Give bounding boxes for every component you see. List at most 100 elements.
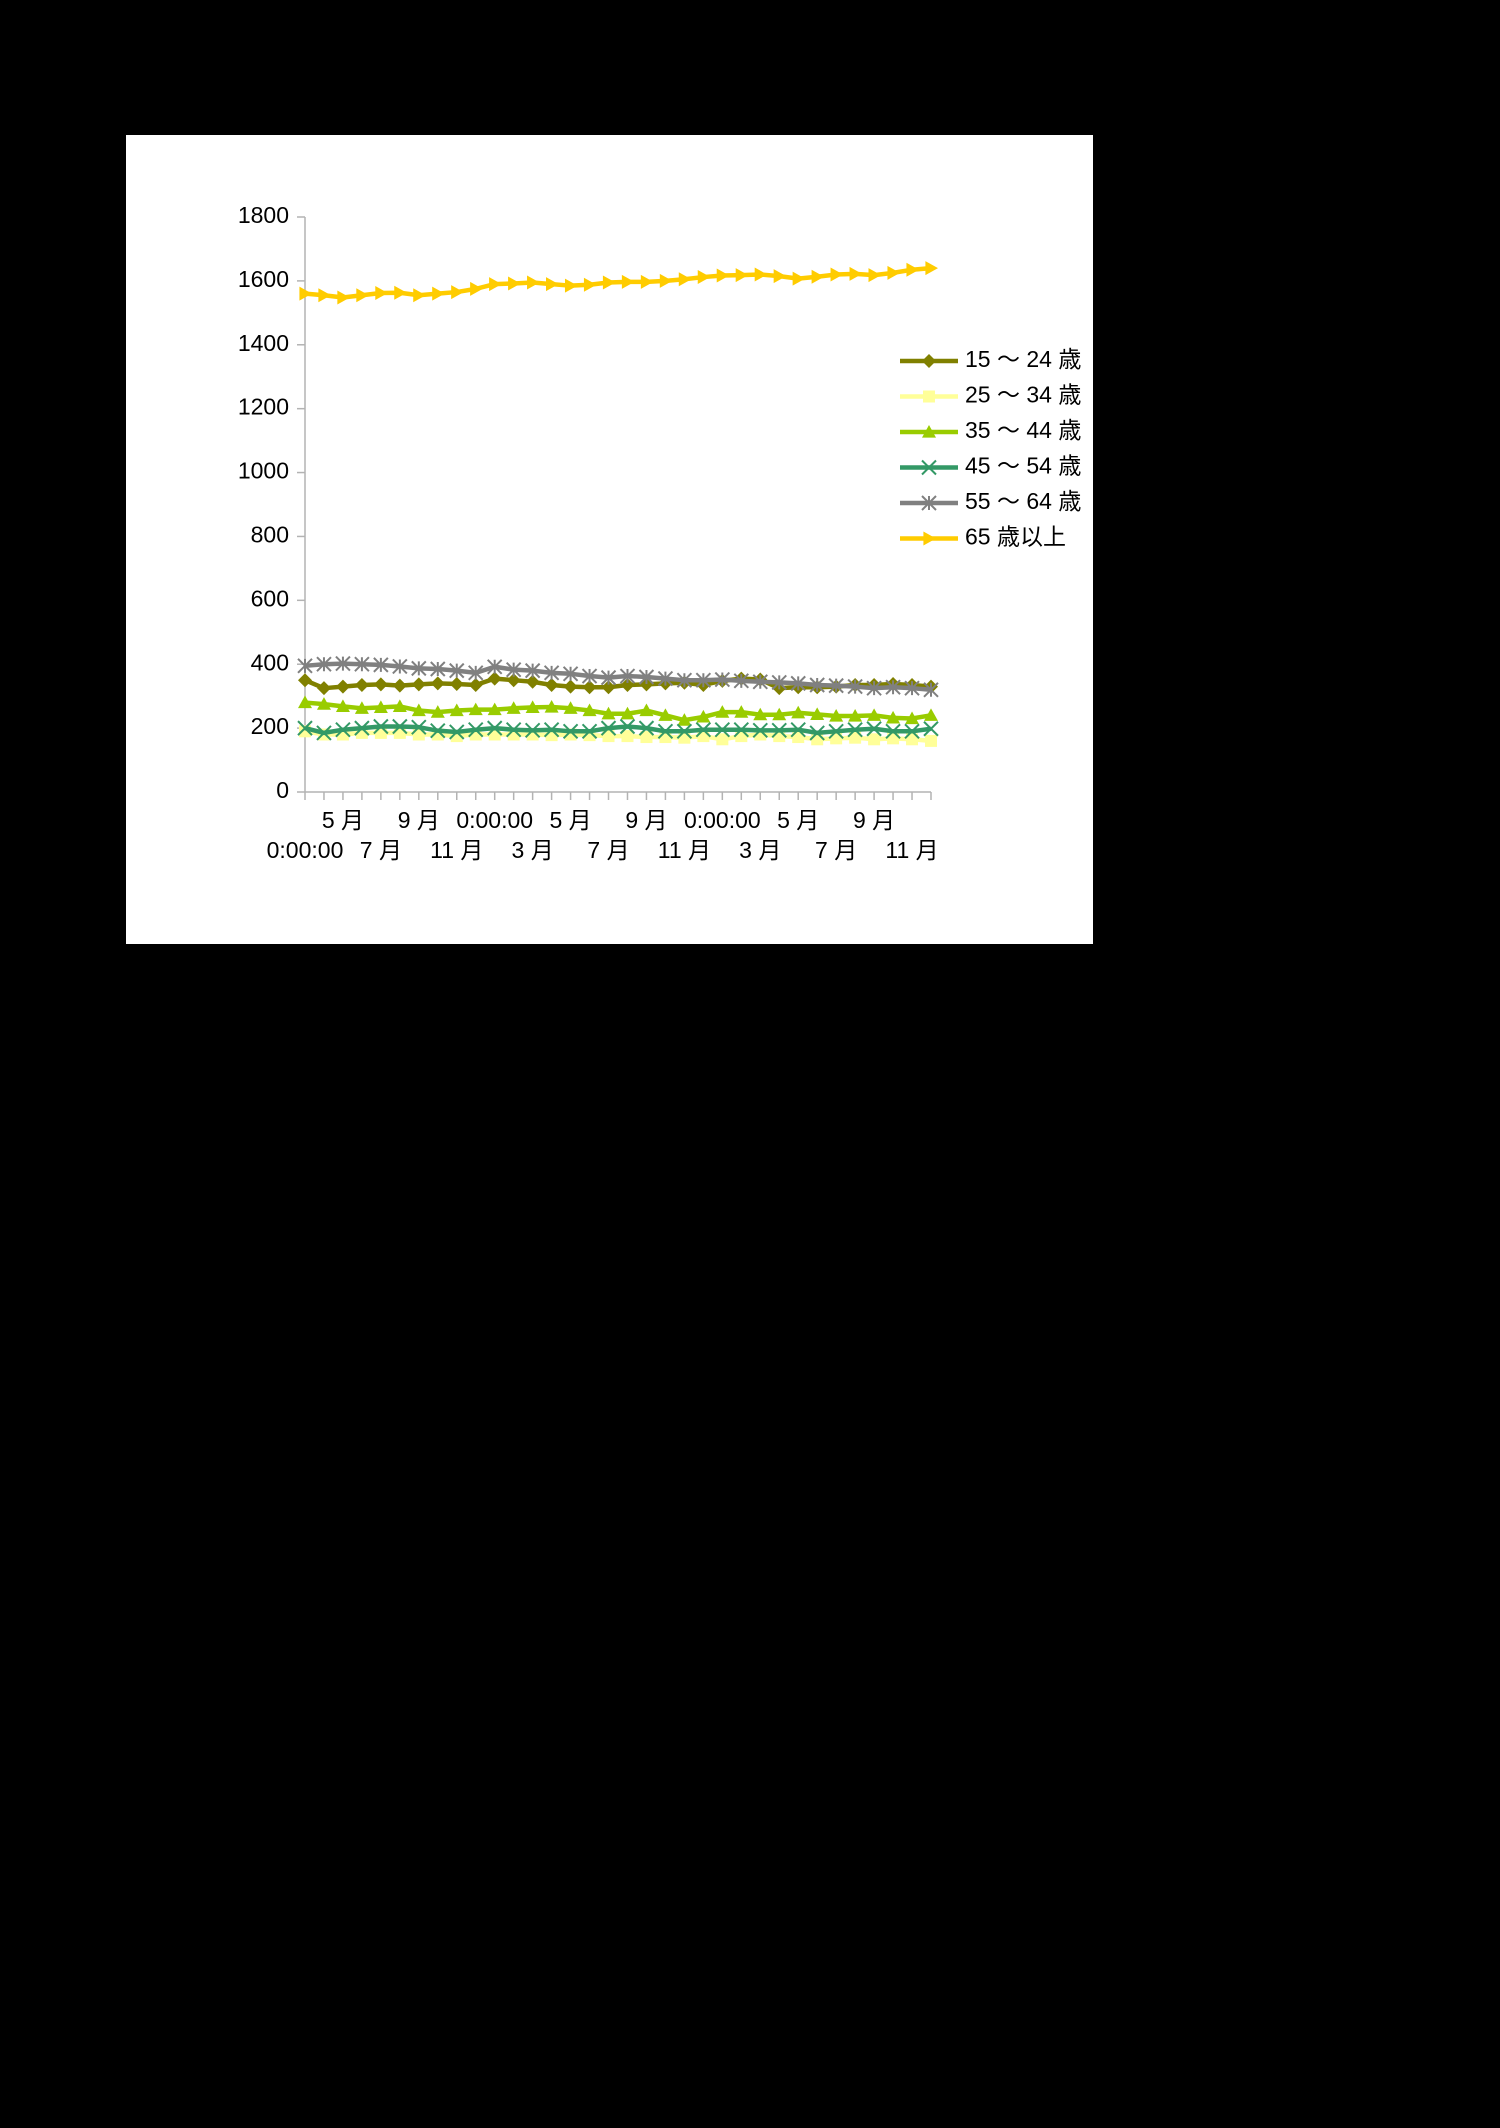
legend-label: 35 〜 44 歳 — [965, 417, 1081, 443]
x-tick-label: 7 月 — [587, 837, 629, 863]
marker — [602, 275, 616, 290]
legend-label: 25 〜 34 歳 — [965, 382, 1081, 408]
marker — [733, 722, 750, 738]
marker — [866, 680, 882, 696]
x-tick-label: 7 月 — [815, 837, 857, 863]
marker — [600, 669, 617, 686]
marker — [638, 720, 655, 736]
marker — [486, 720, 503, 736]
marker — [867, 708, 882, 721]
marker — [887, 265, 901, 280]
marker — [506, 701, 521, 714]
marker — [904, 680, 920, 696]
marker — [925, 734, 937, 747]
marker — [695, 672, 712, 688]
marker — [849, 731, 862, 744]
marker — [525, 700, 540, 713]
marker — [582, 703, 597, 717]
marker — [546, 277, 559, 292]
marker — [735, 268, 749, 283]
marker — [449, 662, 465, 679]
x-tick-label: 3 月 — [512, 837, 554, 863]
marker — [809, 677, 825, 693]
marker — [297, 658, 313, 674]
marker — [562, 666, 579, 682]
marker — [432, 286, 445, 301]
marker — [754, 267, 768, 282]
marker — [678, 272, 692, 287]
marker — [487, 671, 502, 686]
marker — [849, 266, 863, 281]
marker — [507, 728, 520, 741]
legend-label: 15 〜 24 歳 — [965, 346, 1081, 372]
marker — [468, 665, 484, 681]
marker — [449, 677, 464, 692]
marker — [411, 703, 426, 717]
marker — [430, 676, 445, 691]
marker — [828, 723, 844, 740]
marker — [394, 285, 407, 300]
marker — [620, 677, 635, 692]
marker — [335, 722, 351, 738]
marker — [923, 721, 939, 737]
x-tick-label: 5 月 — [549, 807, 591, 833]
marker — [790, 675, 806, 692]
marker — [791, 705, 806, 719]
marker — [752, 674, 768, 690]
marker — [524, 662, 541, 679]
series-line — [304, 729, 932, 744]
marker — [543, 665, 560, 681]
x-tick-label: 5 月 — [777, 807, 819, 833]
marker — [487, 702, 502, 716]
marker — [640, 274, 654, 289]
x-tick-label: 0:00:00 — [456, 807, 533, 833]
marker — [335, 699, 350, 712]
marker — [335, 679, 350, 694]
marker — [543, 722, 560, 738]
marker — [811, 269, 825, 284]
marker — [885, 723, 901, 740]
marker — [773, 269, 787, 284]
marker — [563, 701, 578, 714]
marker — [848, 708, 863, 722]
marker — [583, 277, 597, 292]
marker — [527, 275, 540, 290]
marker — [657, 723, 674, 740]
y-tick-label: 1800 — [238, 202, 289, 228]
marker — [925, 261, 938, 276]
x-tick-label: 11 月 — [430, 837, 483, 863]
marker — [506, 673, 521, 688]
y-tick-label: 400 — [251, 649, 289, 675]
y-tick-label: 1000 — [238, 458, 289, 484]
marker — [392, 658, 408, 675]
marker — [413, 288, 426, 303]
marker — [868, 268, 882, 283]
marker — [601, 680, 616, 695]
y-tick-label: 1400 — [238, 330, 289, 356]
marker — [922, 354, 936, 368]
marker — [298, 673, 312, 688]
marker — [772, 707, 787, 721]
marker — [886, 710, 901, 724]
marker — [734, 705, 749, 718]
marker — [299, 286, 312, 301]
marker — [771, 722, 787, 739]
marker — [392, 699, 407, 712]
marker — [619, 718, 636, 735]
series-line — [304, 700, 932, 723]
marker — [564, 278, 578, 293]
x-tick-label: 9 月 — [625, 807, 667, 833]
marker — [753, 707, 768, 721]
marker — [430, 661, 446, 677]
marker — [714, 722, 731, 738]
marker — [505, 722, 522, 738]
marker — [451, 285, 464, 300]
marker — [676, 723, 693, 740]
marker — [923, 682, 939, 698]
marker — [354, 656, 370, 672]
marker — [298, 695, 312, 709]
marker — [508, 276, 521, 291]
marker — [489, 277, 502, 292]
marker — [885, 679, 901, 695]
